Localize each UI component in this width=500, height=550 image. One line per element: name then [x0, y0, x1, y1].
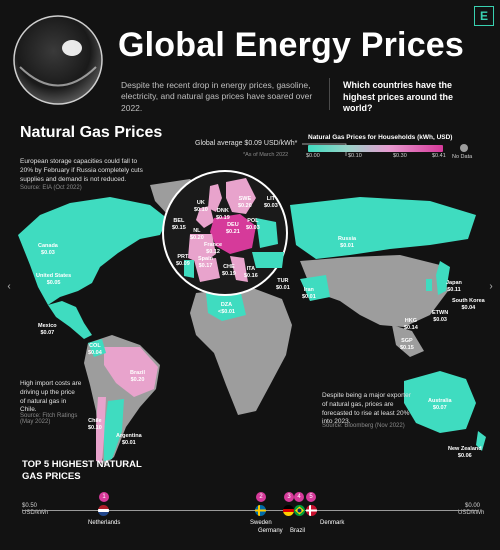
map-new-zealand — [476, 431, 486, 451]
label-spain: Spain $0.17 — [198, 256, 213, 269]
top5-axis — [22, 510, 478, 511]
europe-inset — [162, 170, 288, 296]
previous-arrow-icon[interactable]: ‹ — [7, 281, 11, 292]
label-canada: Canada $0.03 — [38, 243, 58, 256]
map-chile — [96, 397, 106, 463]
header-divider — [329, 78, 330, 110]
label-new-zealand: New Zealand $0.06 — [448, 446, 482, 459]
global-average: Global average $0.09 USD/kWh* — [195, 140, 298, 147]
map-korea — [426, 279, 432, 291]
germany-flag-icon — [283, 505, 294, 516]
label-portugal: PRT $0.09 — [176, 254, 190, 267]
sweden-flag-icon — [255, 505, 266, 516]
rank-badge-4: 4 — [294, 492, 304, 502]
label-singapore: SGP $0.15 — [400, 338, 414, 351]
axis-right-label: $0.00 USD/kWh — [458, 503, 485, 517]
legend-tick-0: $0.00 — [306, 153, 320, 159]
top5-country-netherlands: Netherlands — [88, 520, 121, 526]
map-colombia — [88, 339, 106, 357]
australia-source: Source: Bloomberg (Nov 2022) — [322, 423, 405, 429]
australia-note: Despite being a major exporter of natura… — [322, 392, 411, 426]
label-italy: ITA $0.16 — [244, 266, 258, 279]
top5-country-sweden: Sweden — [250, 520, 272, 526]
top5-country-germany: Germany — [258, 528, 283, 534]
label-belgium: BEL $0.15 — [172, 218, 186, 231]
average-pointer-line — [302, 143, 347, 156]
rank-badge-1: 1 — [99, 492, 109, 502]
map-japan — [436, 261, 450, 295]
legend-gradient — [308, 145, 443, 152]
section-title: Natural Gas Prices — [20, 124, 163, 141]
map-africa — [190, 287, 292, 415]
map-russia — [290, 197, 476, 259]
rank-badge-2: 2 — [256, 492, 266, 502]
label-colombia: COL $0.04 — [88, 343, 102, 356]
label-uk: UK $0.10 — [194, 200, 208, 213]
legend-tick-2: $0.30 — [393, 153, 407, 159]
map-asia — [300, 255, 448, 327]
legend-title: Natural Gas Prices for Households (kWh, … — [308, 134, 453, 141]
europe-source: Source: EIA (Oct 2022) — [20, 185, 82, 191]
map-north-america — [18, 197, 168, 305]
label-france: France $0.12 — [204, 242, 223, 255]
no-data-label: No Data — [452, 154, 473, 160]
legend-tick-3: $0.41 — [432, 153, 446, 159]
brand-logo: E — [474, 6, 494, 26]
label-brazil: Brazil $0.20 — [130, 370, 145, 383]
label-hong-kong: HKG $0.14 — [404, 318, 418, 331]
glass-orb-graphic — [13, 15, 103, 105]
chile-source: Source: Fitch Ratings (May 2022) — [20, 413, 78, 425]
map-central-america — [48, 301, 92, 339]
page-title: Global Energy Prices — [118, 26, 465, 64]
label-united-states: United States $0.05 — [36, 273, 72, 286]
world-map — [18, 179, 486, 465]
netherlands-flag-icon — [98, 505, 109, 516]
map-iran — [300, 275, 330, 301]
label-sweden: SWE $0.20 — [238, 196, 252, 209]
top5-country-brazil: Brazil — [290, 528, 306, 534]
top5-title: TOP 5 HIGHEST NATURAL GAS PRICES — [22, 459, 142, 482]
label-japan: Japan $0.11 — [446, 280, 462, 293]
subtitle: Despite the recent drop in energy prices… — [121, 80, 313, 113]
rank-badge-3: 3 — [284, 492, 294, 502]
label-algeria: DZA <$0.01 — [218, 302, 235, 315]
map-argentina — [104, 399, 124, 461]
legend-tick-1: $0.10 — [348, 153, 362, 159]
label-south-korea: South Korea $0.04 — [452, 298, 485, 311]
label-russia: Russia $0.01 — [338, 236, 357, 249]
brazil-flag-icon — [294, 505, 305, 516]
rank-badge-5: 5 — [306, 492, 316, 502]
map-algeria — [206, 289, 246, 321]
top5-country-denmark: Denmark — [320, 520, 345, 526]
label-poland: POL $0.03 — [246, 218, 260, 231]
europe-note: European storage capacities could fall t… — [20, 158, 143, 183]
question-text: Which countries have the highest prices … — [343, 80, 454, 114]
label-turkey: TUR $0.01 — [276, 278, 290, 291]
label-taiwan: ETWN $0.03 — [432, 310, 449, 323]
label-iran: Iran $0.01 — [302, 287, 316, 300]
label-switzerland: CHE $0.19 — [222, 264, 236, 277]
label-chile: Chile $0.10 — [88, 418, 102, 431]
label-mexico: Mexico $0.07 — [38, 323, 57, 336]
map-southeast-asia — [392, 325, 424, 357]
map-brazil — [104, 347, 158, 397]
denmark-flag-icon — [306, 505, 317, 516]
as-of-note: *As of March 2022 — [243, 152, 289, 158]
no-data-swatch — [460, 144, 468, 152]
label-lithuania: LIT $0.03 — [264, 196, 278, 209]
axis-left-label: $0.50 USD/kWh — [22, 503, 49, 517]
label-denmark: DNK $0.19 — [216, 208, 230, 221]
next-arrow-icon[interactable]: › — [489, 281, 493, 292]
map-australia — [404, 371, 476, 433]
label-australia: Australia $0.07 — [428, 398, 452, 411]
label-netherlands: NL $0.20 — [190, 228, 204, 241]
label-germany: DEU $0.21 — [226, 222, 240, 235]
label-argentina: Argentina $0.01 — [116, 433, 142, 446]
chile-note: High import costs are driving up the pri… — [20, 380, 82, 414]
